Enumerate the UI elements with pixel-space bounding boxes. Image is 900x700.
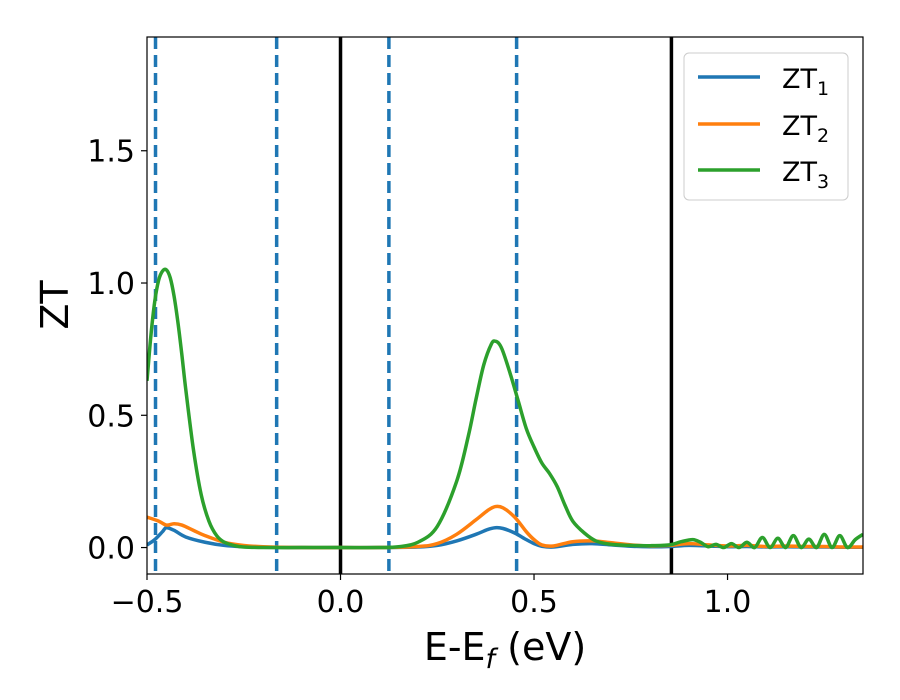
x-axis-ticks: −0.5 0.0 0.5 1.0 bbox=[111, 574, 752, 620]
legend-entry-2: ZT2 bbox=[698, 111, 829, 147]
legend-entry-3: ZT3 bbox=[698, 157, 829, 193]
y-axis-label: ZT bbox=[33, 280, 77, 330]
legend-box bbox=[683, 52, 849, 201]
legend-entry-1: ZT1 bbox=[698, 64, 829, 100]
x-tick-label: 0.5 bbox=[510, 585, 558, 620]
series-lines bbox=[147, 267, 863, 550]
legend: ZT1 ZT2 ZT3 bbox=[683, 52, 849, 201]
x-tick-label: 1.0 bbox=[704, 585, 752, 620]
x-tick-label: 0.0 bbox=[317, 585, 365, 620]
x-axis-label-unit: (eV) bbox=[495, 625, 586, 669]
x-axis-label: E-Ef (eV) bbox=[424, 625, 586, 675]
x-tick-label: −0.5 bbox=[111, 585, 184, 620]
series-line-zt3 bbox=[147, 267, 863, 550]
plot-frame bbox=[146, 36, 864, 575]
x-axis-label-main: E-E bbox=[424, 625, 486, 669]
y-tick-label: 1.0 bbox=[87, 267, 135, 302]
y-tick-label: 0.5 bbox=[87, 399, 135, 434]
series-line-zt2 bbox=[147, 504, 863, 550]
y-tick-label: 1.5 bbox=[87, 135, 135, 170]
legend-label-2: ZT2 bbox=[782, 111, 829, 147]
y-tick-label: 0.0 bbox=[87, 532, 135, 567]
legend-label-1: ZT1 bbox=[782, 64, 829, 100]
legend-label-3: ZT3 bbox=[782, 157, 829, 193]
reference-lines bbox=[153, 37, 674, 574]
y-axis-ticks: 0.0 0.5 1.0 1.5 bbox=[87, 135, 147, 567]
